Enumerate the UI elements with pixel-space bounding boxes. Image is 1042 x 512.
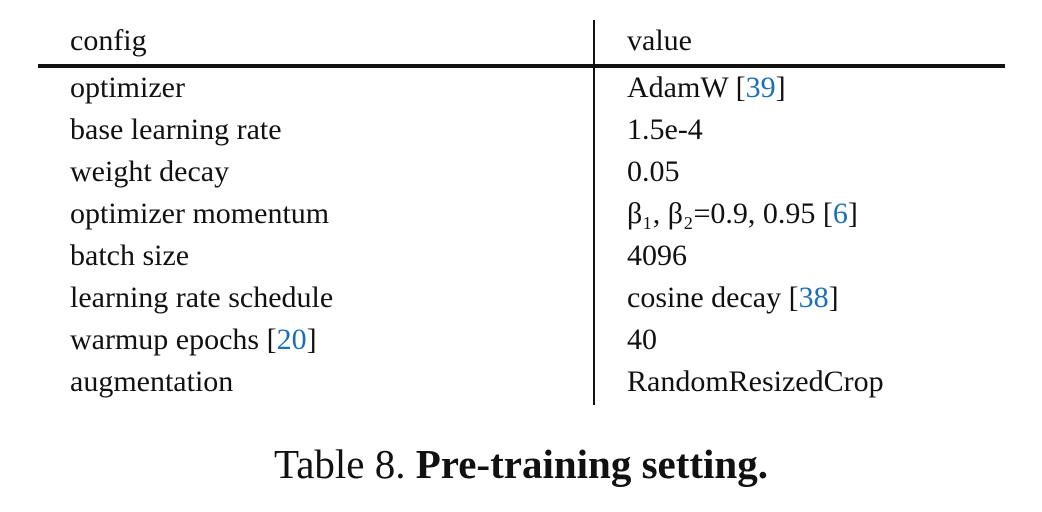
value-cell: 0.05 (627, 151, 680, 193)
config-cell-text: base learning rate (70, 113, 282, 146)
config-cell: learning rate schedule (70, 277, 333, 319)
config-cell: batch size (70, 235, 189, 277)
caption-title: Pre-training setting. (415, 441, 768, 487)
value-cell-text: β₁, β₂=0.9, 0.95 [ (627, 197, 833, 230)
value-cell-text: 1.5e-4 (627, 113, 703, 146)
bracket: ] (775, 71, 786, 104)
config-cell-text: optimizer (70, 71, 185, 104)
config-cell-text: warmup epochs [ (70, 323, 277, 356)
value-cell: β₁, β₂=0.9, 0.95 [6] (627, 193, 858, 235)
header-rule (38, 64, 1005, 68)
config-cell: optimizer momentum (70, 193, 329, 235)
value-cell-text: 0.05 (627, 155, 680, 188)
citation-link[interactable]: 20 (276, 323, 307, 356)
config-cell: augmentation (70, 361, 233, 403)
value-cell: AdamW [39] (627, 67, 786, 109)
citation-link[interactable]: 6 (832, 197, 848, 230)
value-cell-text: 4096 (627, 239, 687, 272)
value-cell-text: AdamW [ (627, 71, 746, 104)
value-cell: cosine decay [38] (627, 277, 839, 319)
config-cell: warmup epochs [20] (70, 319, 317, 361)
value-cell-text: cosine decay [ (627, 281, 799, 314)
bracket: ] (828, 281, 839, 314)
value-cell-text: 40 (627, 323, 657, 356)
config-cell-text: optimizer momentum (70, 197, 330, 230)
citation-link[interactable]: 39 (745, 71, 776, 104)
value-cell: 1.5e-4 (627, 109, 703, 151)
header-config: config (70, 24, 147, 57)
value-cell: 4096 (627, 235, 687, 277)
config-cell-text: learning rate schedule (70, 281, 334, 314)
config-cell-text: batch size (70, 239, 190, 272)
value-cell: 40 (627, 319, 657, 361)
value-cell-text: RandomResizedCrop (627, 365, 884, 398)
bracket: ] (306, 323, 317, 356)
column-divider (593, 20, 595, 405)
config-cell: optimizer (70, 67, 185, 109)
header-value: value (627, 24, 692, 57)
value-cell: RandomResizedCrop (627, 361, 884, 403)
caption-label: Table 8. (274, 441, 406, 487)
config-cell: weight decay (70, 151, 229, 193)
config-cell-text: augmentation (70, 365, 234, 398)
bracket: ] (847, 197, 858, 230)
table-caption: Table 8. Pre-training setting. (0, 436, 1042, 492)
config-cell: base learning rate (70, 109, 282, 151)
config-cell-text: weight decay (70, 155, 230, 188)
citation-link[interactable]: 38 (798, 281, 829, 314)
